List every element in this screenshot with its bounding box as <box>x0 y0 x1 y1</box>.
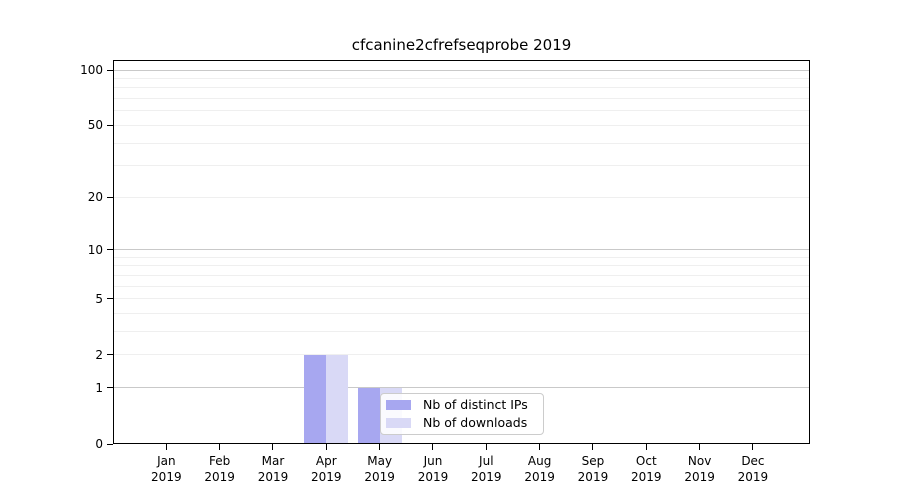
y-tick-2 <box>107 354 113 356</box>
legend-swatch-downloads-icon <box>386 418 411 428</box>
x-tick-label-sep: Sep 2019 <box>577 454 609 484</box>
x-tick-label-feb: Feb 2019 <box>204 454 235 484</box>
y-tick-label-20: 20 <box>87 190 103 205</box>
x-tick-jul <box>485 444 487 450</box>
y-tick-50 <box>107 124 113 126</box>
x-tick-label-aug: Aug 2019 <box>524 454 555 484</box>
x-tick-jan <box>165 444 167 450</box>
x-tick-oct <box>645 444 647 450</box>
x-tick-may <box>379 444 381 450</box>
gridline-minor-8 <box>113 265 810 267</box>
legend-item-downloads: Nb of downloads <box>386 416 543 430</box>
gridline-minor-70 <box>113 98 810 100</box>
bar-nb-of-downloads-apr <box>326 354 349 443</box>
gridline-major-1 <box>113 387 810 389</box>
y-tick-label-50: 50 <box>87 118 103 133</box>
x-tick-label-jan: Jan 2019 <box>151 454 182 484</box>
x-tick-feb <box>219 444 221 450</box>
y-tick-5 <box>107 298 113 300</box>
gridline-major-10 <box>113 249 810 251</box>
chart-title: cfcanine2cfrefseqprobe 2019 <box>351 36 572 54</box>
gridline-minor-40 <box>113 142 810 144</box>
x-tick-nov <box>699 444 701 450</box>
x-tick-label-dec: Dec 2019 <box>737 454 769 484</box>
y-tick-label-100: 100 <box>80 63 103 78</box>
x-tick-mar <box>272 444 274 450</box>
plot-area-border <box>113 60 810 444</box>
gridline-minor-90 <box>113 78 810 80</box>
bar-nb-of-distinct-ips-apr <box>304 354 327 443</box>
x-tick-label-apr: Apr 2019 <box>311 454 342 484</box>
gridline-minor-3 <box>113 331 810 333</box>
gridline-major-100 <box>113 69 810 71</box>
x-tick-apr <box>325 444 327 450</box>
x-tick-sep <box>592 444 594 450</box>
y-tick-1 <box>107 387 113 389</box>
x-tick-label-jul: Jul 2019 <box>471 454 502 484</box>
gridline-minor-20 <box>113 196 810 198</box>
x-tick-label-mar: Mar 2019 <box>257 454 289 484</box>
gridline-minor-7 <box>113 275 810 277</box>
x-tick-label-nov: Nov 2019 <box>684 454 715 484</box>
gridline-minor-60 <box>113 110 810 112</box>
gridline-minor-9 <box>113 256 810 258</box>
legend: Nb of distinct IPs Nb of downloads <box>380 393 544 435</box>
x-tick-dec <box>752 444 754 450</box>
y-tick-label-10: 10 <box>87 242 103 257</box>
gridline-minor-30 <box>113 165 810 167</box>
gridline-minor-4 <box>113 313 810 315</box>
legend-label-downloads: Nb of downloads <box>423 415 528 430</box>
y-tick-0 <box>107 443 113 445</box>
x-tick-aug <box>539 444 541 450</box>
x-tick-label-may: May 2019 <box>364 454 395 484</box>
gridline-minor-80 <box>113 87 810 89</box>
y-tick-label-0: 0 <box>95 437 103 451</box>
gridline-minor-6 <box>113 285 810 287</box>
x-tick-label-oct: Oct 2019 <box>631 454 662 484</box>
gridline-minor-50 <box>113 124 810 126</box>
x-tick-jun <box>432 444 434 450</box>
x-tick-label-jun: Jun 2019 <box>417 454 449 484</box>
bar-nb-of-distinct-ips-may <box>357 387 380 443</box>
y-tick-label-5: 5 <box>95 291 103 306</box>
y-tick-label-2: 2 <box>95 347 103 362</box>
y-tick-label-1: 1 <box>95 380 103 395</box>
y-tick-100 <box>107 69 113 71</box>
gridline-minor-2 <box>113 354 810 356</box>
legend-swatch-distinct-ips-icon <box>386 400 411 410</box>
y-tick-20 <box>107 196 113 198</box>
gridline-minor-5 <box>113 298 810 300</box>
legend-label-distinct-ips: Nb of distinct IPs <box>423 397 528 412</box>
legend-item-distinct-ips: Nb of distinct IPs <box>386 398 543 412</box>
y-tick-10 <box>107 249 113 251</box>
